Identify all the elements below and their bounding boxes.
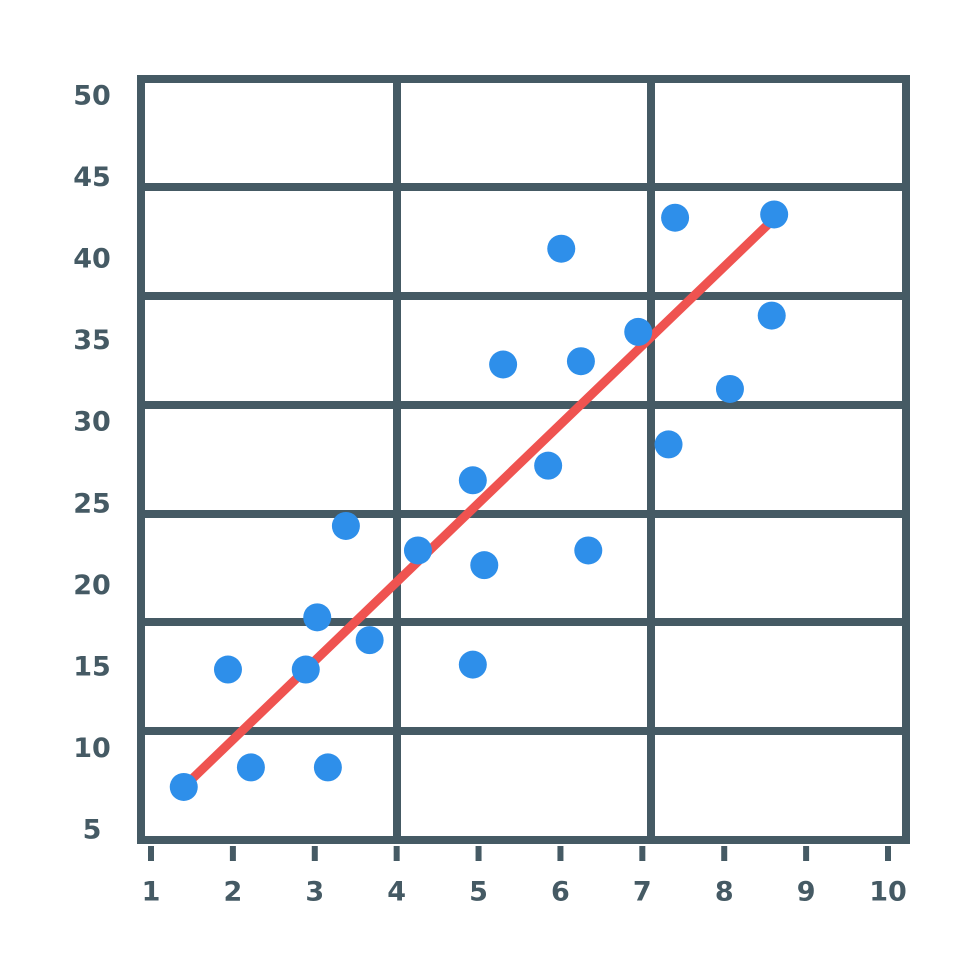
point <box>574 536 603 565</box>
point <box>757 301 786 330</box>
point <box>291 655 320 684</box>
y-tick-label: 30 <box>73 407 111 438</box>
x-tick-label: 8 <box>715 877 734 908</box>
x-tick-label: 3 <box>305 877 324 908</box>
point <box>661 203 690 232</box>
x-tick-label: 10 <box>869 877 907 908</box>
point <box>534 451 563 480</box>
point <box>236 753 265 782</box>
y-tick-label: 40 <box>73 244 111 275</box>
point <box>470 551 499 580</box>
x-tick-label: 1 <box>142 877 161 908</box>
point <box>331 511 360 540</box>
y-tick-label: 5 <box>83 815 102 846</box>
x-tick-label: 7 <box>633 877 652 908</box>
point <box>169 772 198 801</box>
y-tick-label: 10 <box>73 733 111 764</box>
point <box>403 536 432 565</box>
point <box>213 655 242 684</box>
trend-line <box>180 216 777 791</box>
point <box>458 650 487 679</box>
grid <box>137 75 910 844</box>
x-tick-label: 4 <box>387 877 406 908</box>
y-tick-label: 20 <box>73 570 111 601</box>
point <box>715 374 744 403</box>
y-tick-label: 25 <box>73 488 111 519</box>
plot-frame <box>137 75 910 844</box>
y-tick-label: 35 <box>73 325 111 356</box>
x-tick-label: 5 <box>469 877 488 908</box>
point <box>458 466 487 495</box>
point <box>303 603 332 632</box>
point <box>760 200 789 229</box>
point <box>566 347 595 376</box>
point <box>355 626 384 655</box>
x-tick-label: 9 <box>797 877 816 908</box>
point <box>624 317 653 346</box>
point <box>489 350 518 379</box>
point <box>547 234 576 263</box>
x-tick-label: 2 <box>223 877 242 908</box>
y-tick-label: 50 <box>73 81 111 112</box>
point <box>313 753 342 782</box>
x-tick-label: 6 <box>551 877 570 908</box>
y-tick-label: 15 <box>73 651 111 682</box>
y-tick-label: 45 <box>73 162 111 193</box>
point <box>654 430 683 459</box>
